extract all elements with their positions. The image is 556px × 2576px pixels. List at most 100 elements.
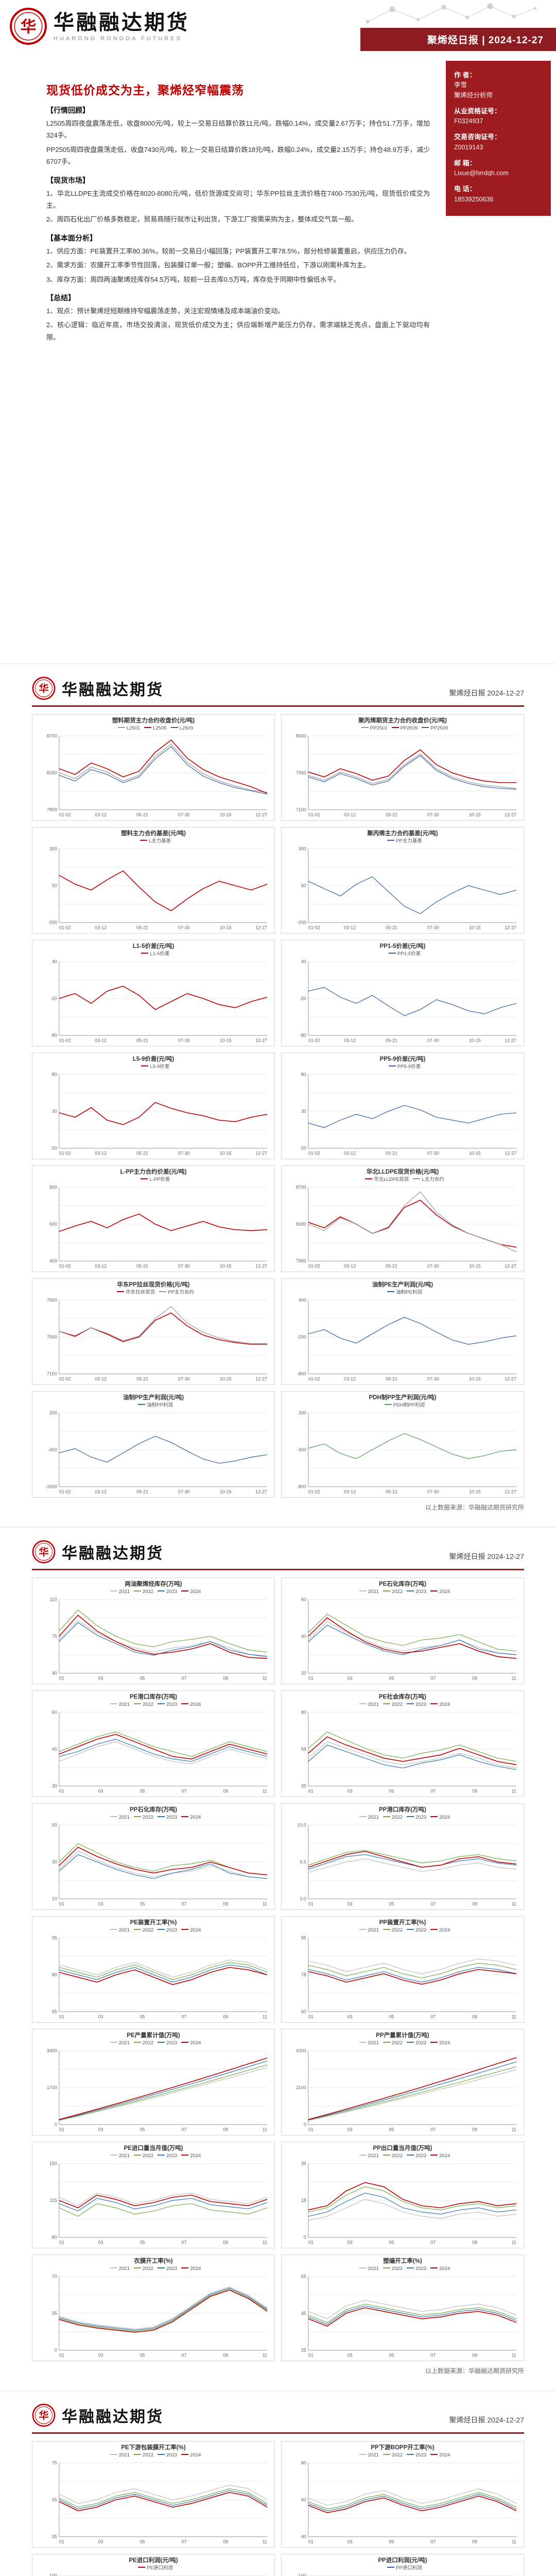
svg-text:80: 80: [52, 1072, 57, 1077]
qualification-number: F0324937: [454, 117, 483, 125]
legend-item: PE进口利润: [134, 2565, 173, 2571]
chart-legend: 2021 2022 2023 2024: [285, 2265, 520, 2272]
chart-legend: 2021 2022 2023 2024: [285, 2153, 520, 2159]
svg-text:05-21: 05-21: [386, 1377, 397, 1382]
chart-legend: 2021 2022 2023 2024: [36, 2153, 271, 2159]
legend-item: L5-9价差: [137, 1064, 170, 1070]
svg-text:35: 35: [301, 1784, 306, 1789]
legend-item: 2021: [106, 2153, 130, 2159]
chart-title: 两油聚烯烃库存(万吨): [125, 1581, 182, 1587]
chart-legend: 华北LLDPE现货 L主力合约: [285, 1176, 520, 1183]
svg-text:80: 80: [52, 2235, 57, 2240]
svg-text:58: 58: [301, 1747, 306, 1752]
svg-text:75: 75: [52, 2460, 57, 2465]
chart-legend: 油制PP利润: [36, 1402, 271, 1409]
svg-text:80: 80: [301, 2460, 306, 2465]
svg-text:-80: -80: [50, 1033, 57, 1038]
svg-text:-1000: -1000: [45, 1484, 57, 1489]
svg-text:12-27: 12-27: [255, 1264, 267, 1269]
legend-item: 2024: [177, 1927, 201, 1933]
svg-text:35: 35: [52, 2311, 57, 2316]
chart-legend: 2021 2022 2023 2024: [285, 2452, 520, 2459]
svg-text:12-27: 12-27: [505, 812, 516, 818]
svg-text:600: 600: [49, 1222, 57, 1227]
legend-item: 2023: [403, 1927, 426, 1933]
svg-text:30: 30: [52, 1109, 57, 1114]
svg-text:10-15: 10-15: [469, 925, 481, 930]
svg-text:10: 10: [52, 1896, 57, 1902]
svg-text:35: 35: [52, 2534, 57, 2539]
svg-text:05-21: 05-21: [136, 1151, 148, 1156]
svg-text:07: 07: [430, 1789, 436, 1794]
svg-text:01: 01: [308, 2240, 314, 2245]
svg-text:07-30: 07-30: [427, 1264, 439, 1269]
chart-legend: PP1-5价差: [285, 951, 520, 957]
svg-text:03: 03: [348, 1676, 353, 1681]
svg-text:07-30: 07-30: [178, 1038, 190, 1043]
svg-text:60: 60: [301, 1597, 306, 1602]
svg-text:80: 80: [301, 1072, 306, 1077]
svg-text:65: 65: [301, 2274, 306, 2279]
chart-legend: 2021 2022 2023 2024: [36, 2452, 271, 2459]
chart: PE港口库存(万吨) 2021 2022 2023 2024 60 45 30 01 03 05 07…: [32, 1690, 275, 1797]
chart: PP进口利润(元/吨)PP进口利润 -100-500-90001-0203-120…: [281, 2554, 524, 2576]
svg-text:07: 07: [430, 2539, 436, 2545]
legend-item: 2022: [130, 2266, 153, 2272]
svg-text:65: 65: [52, 2009, 57, 2014]
legend-item: 2021: [355, 1589, 379, 1595]
svg-text:05: 05: [140, 2240, 145, 2245]
chart: L1-5价差(元/吨) L1-5价差 40 -20 -80 01-02 03-12 05-21…: [32, 940, 275, 1046]
svg-text:11: 11: [512, 2539, 516, 2545]
svg-text:25: 25: [301, 2348, 306, 2353]
svg-text:05-21: 05-21: [386, 925, 397, 930]
chart: 塑料期货主力合约收盘价(元/吨) L2501 L2505 L2509 8700 8250 7…: [32, 714, 275, 821]
svg-text:07-30: 07-30: [178, 925, 190, 930]
chart-legend: 2021 2022 2023 2024: [36, 1927, 271, 1934]
legend-item: 2022: [130, 1815, 153, 1820]
legend-item: PP主力合约: [155, 1290, 194, 1295]
chart-title: 华东PP拉丝现货价格(元/吨): [117, 1282, 190, 1288]
legend-item: 2024: [177, 1702, 201, 1707]
svg-text:11: 11: [512, 2014, 516, 2020]
legend-item: 2022: [130, 1589, 153, 1595]
legend-item: 2021: [106, 2452, 130, 2458]
svg-text:10-15: 10-15: [220, 1151, 232, 1156]
chart-title: 华北LLDPE现货价格(元/吨): [366, 1169, 439, 1175]
svg-text:80: 80: [301, 1709, 306, 1715]
chart-title: L-PP主力合约价差(元/吨): [120, 1169, 187, 1175]
svg-text:400: 400: [49, 1259, 57, 1264]
legend-item: PP5-9价差: [385, 1064, 421, 1070]
svg-text:60: 60: [301, 2009, 306, 2014]
svg-text:07: 07: [430, 1902, 436, 1907]
svg-text:07: 07: [181, 2539, 186, 2545]
svg-text:05: 05: [140, 2014, 145, 2020]
svg-text:07-30: 07-30: [178, 1489, 190, 1495]
svg-text:01-02: 01-02: [59, 812, 71, 818]
chart-plot: 35 18 001 03 05 07 09 11: [301, 2161, 517, 2245]
page-header-right: 聚烯烃日报 2024-12-27: [449, 2416, 524, 2424]
chart-plot: 10.0 6.5 3.001 03 05 07 09 11: [297, 1822, 517, 1907]
legend-item: 2021: [355, 2153, 379, 2159]
svg-text:05-21: 05-21: [136, 1038, 148, 1043]
svg-text:80: 80: [52, 1972, 57, 1977]
legend-item: 2021: [355, 2452, 379, 2458]
svg-text:05: 05: [140, 2353, 145, 2358]
svg-text:01: 01: [308, 1902, 314, 1907]
svg-text:7100: 7100: [47, 1371, 57, 1377]
svg-text:75: 75: [52, 1634, 57, 1639]
chart-title: PE社会库存(万吨): [379, 1694, 426, 1700]
legend-item: 华东拉丝现货: [113, 1290, 155, 1295]
svg-text:01: 01: [59, 2127, 64, 2132]
legend-item: 2023: [403, 1589, 426, 1595]
svg-text:03-12: 03-12: [344, 925, 356, 930]
svg-text:09: 09: [223, 1676, 228, 1681]
svg-text:11: 11: [263, 1902, 267, 1907]
author-name: 李雪: [454, 81, 467, 89]
svg-text:03-12: 03-12: [344, 1377, 356, 1382]
svg-text:03-12: 03-12: [95, 1377, 107, 1382]
